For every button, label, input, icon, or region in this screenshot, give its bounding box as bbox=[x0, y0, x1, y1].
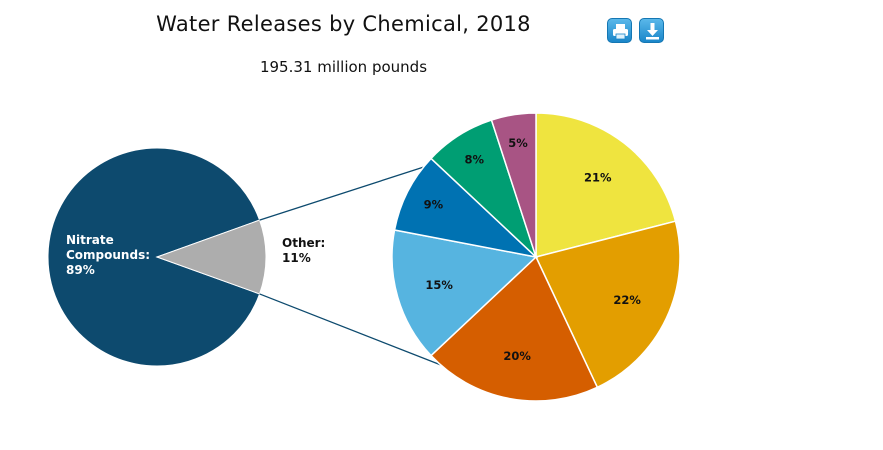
chart-subtitle: 195.31 million pounds bbox=[259, 58, 428, 76]
slice-data-label: 20% bbox=[503, 349, 531, 363]
slice-data-label: 8% bbox=[465, 153, 485, 167]
pie-slice[interactable] bbox=[490, 112, 537, 258]
download-icon bbox=[646, 23, 659, 40]
pie-slice-nitrate-compounds[interactable] bbox=[47, 147, 261, 367]
slice-data-label: 22% bbox=[613, 293, 641, 307]
pie-slice[interactable] bbox=[393, 157, 539, 259]
connector-line-top bbox=[259, 164, 431, 221]
slice-data-label: 9% bbox=[424, 198, 444, 212]
pie-slice[interactable] bbox=[391, 229, 538, 357]
download-button[interactable] bbox=[639, 18, 664, 43]
slice-label-other: Other: 11% bbox=[282, 236, 325, 265]
slice-data-label: 5% bbox=[508, 136, 528, 150]
pie-slice[interactable] bbox=[429, 255, 599, 402]
slice-data-label: 21% bbox=[584, 170, 612, 184]
pie-slice[interactable] bbox=[534, 220, 681, 389]
print-icon bbox=[613, 24, 628, 40]
slice-data-label: 15% bbox=[425, 278, 453, 292]
pie-slice[interactable] bbox=[535, 112, 677, 258]
chart-title: Water Releases by Chemical, 2018 bbox=[156, 12, 531, 36]
slice-label-nitrate-compounds: Nitrate Compounds: 89% bbox=[66, 233, 150, 277]
pie-slice-other[interactable] bbox=[155, 219, 267, 295]
print-button[interactable] bbox=[607, 18, 632, 43]
connector-line-bottom bbox=[259, 293, 447, 368]
